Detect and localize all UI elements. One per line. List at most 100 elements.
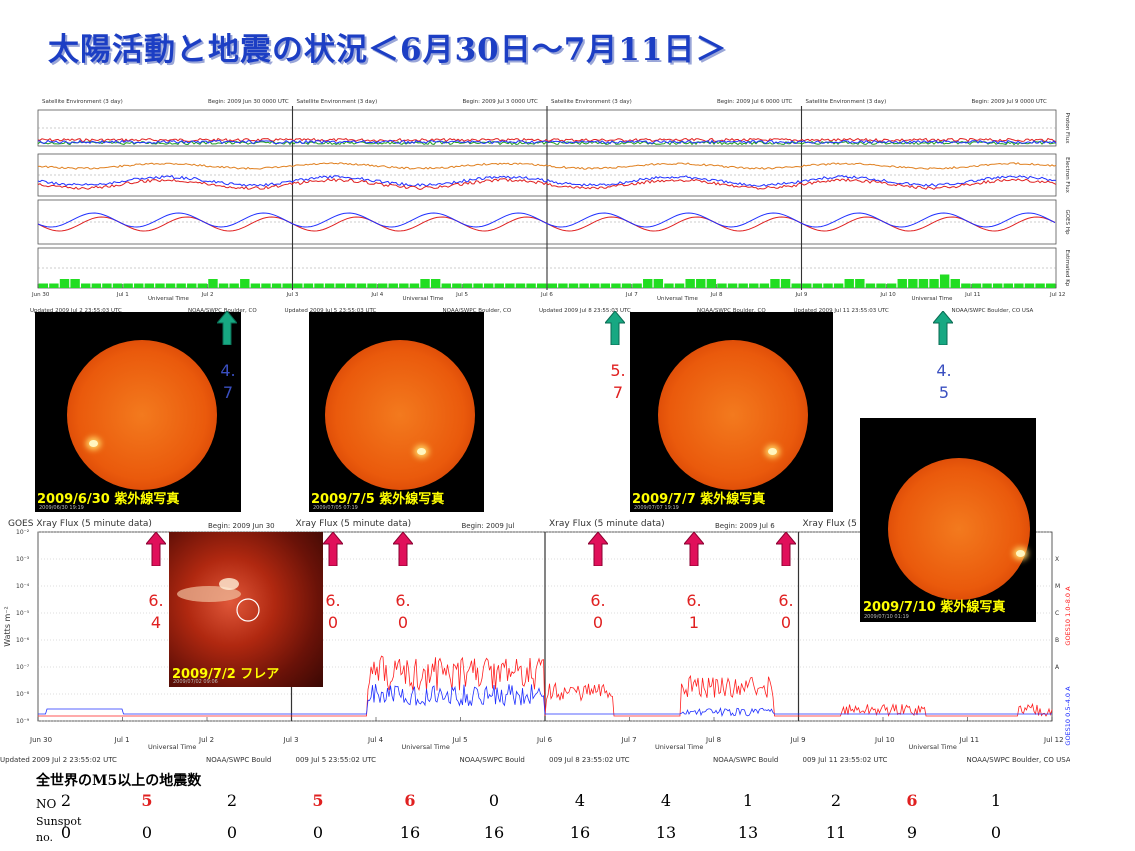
segment-updated: Updated 2009 Jul 8 23:55:03 UTC [539,308,631,314]
xray-segment-header: Xray Flux (5 minute data) [549,519,665,529]
page-title: 太陽活動と地震の状況＜6月30日～7月11日＞ [48,32,728,68]
sunspot-count-cell: 0 [990,823,1002,842]
quake-magnitude-dec: 7 [612,383,624,402]
quake-magnitude-dec: 0 [780,613,792,632]
quake-magnitude-dec: 7 [222,383,234,402]
kp-bar [271,283,282,288]
xray-x-tick-label: Jul 2 [198,736,214,744]
kp-bar [134,283,144,288]
kp-bar [112,283,123,288]
xray-x-tick-label: Jul 10 [874,736,895,744]
kp-bar [38,283,49,288]
x-tick-label: Jul 12 [1049,292,1065,298]
kp-bar [706,279,717,288]
kp-bar [388,283,398,288]
kp-bar [971,283,982,288]
kp-bar [229,283,239,288]
goes-hp-line [37,212,1056,228]
kp-bar [420,279,430,288]
xray-segment-header: Xray Flux (5 minute data) [296,519,412,529]
sun-image-0710: 2009/7/10 紫外線写真 2009/07/10 01:19 [860,418,1036,622]
xray-x-tick-label: Jul 7 [621,736,637,744]
kp-bar [749,283,759,288]
quake-magnitude-xray-0: 6. 4 [144,590,168,634]
kp-bar [568,283,579,288]
xray-segment-credit: NOAA/SWPC Bould [460,756,525,764]
segment-updated: Updated 2009 Jul 5 23:55:03 UTC [285,308,377,314]
kp-bar [335,283,345,288]
kp-bar [367,283,377,288]
kp-bar [611,283,621,288]
kp-bar [929,279,939,288]
kp-bar [558,283,568,288]
sun-stamp: 2009/06/30 19:19 [39,505,84,511]
xray-class-letter: X [1055,556,1059,563]
kp-bar [155,283,165,288]
kp-bar [600,283,611,288]
quake-magnitude-int: 6. [325,591,341,610]
kp-bar [812,283,823,288]
sunspot-count-cell: 0 [141,823,153,842]
quake-magnitude-top-1: 5. 7 [606,360,630,404]
xray-segment-header: GOES Xray Flux (5 minute data) [8,519,152,529]
segment-begin: Begin: 2009 Jun 30 0000 UTC [208,99,289,105]
kp-bar [261,283,271,288]
sunspot-count-cell: 0 [226,823,238,842]
earthquake-count-cell: 4 [660,791,672,810]
kp-bar [409,283,420,288]
sun-caption: 2009/7/10 紫外線写真 [863,600,1006,615]
quake-magnitude-int: 6. [148,591,164,610]
kp-bar [865,283,876,288]
sunspot-count-cell: 13 [737,823,759,842]
sun-disk [888,458,1030,600]
xray-segment-begin: Begin: 2009 Jun 30 [208,522,275,530]
electron-flux-line [37,177,1057,191]
kp-bar [240,279,250,288]
quake-magnitude-xray-2: 6. 0 [391,590,415,634]
kp-bar [324,283,335,288]
kp-bar [770,279,780,288]
kp-bar [897,279,907,288]
row-label-sunspot-no: no. [36,831,54,844]
kp-bar [452,283,462,288]
kp-bar [70,279,80,288]
xray-long-series [38,655,1053,717]
flare-stamp: 2009/07/02 09:06 [173,679,218,685]
kp-bar [579,283,589,288]
kp-bar [356,283,367,288]
x-tick-label: Jul 4 [370,292,383,298]
kp-bar [49,283,59,288]
sun-caption: 2009/6/30 紫外線写真 [37,492,180,507]
sunspot-count-cell: 0 [312,823,324,842]
kp-bar [696,279,706,288]
panel-label: Electron Flux [1064,157,1070,193]
pink-arrow-up-icon [776,532,796,566]
sunspot-count-cell: 16 [483,823,505,842]
xray-class-letter: M [1055,583,1060,590]
xray-x-tick-label: Jul 9 [790,736,806,744]
kp-bar [918,279,929,288]
kp-bar [1024,283,1035,288]
kp-bar [526,283,536,288]
kp-bar [844,279,854,288]
segment-begin: Begin: 2009 Jul 6 0000 UTC [717,99,792,105]
kp-bar [250,283,261,288]
xray-class-letter: A [1055,664,1060,671]
xray-class-letter: C [1055,610,1059,617]
kp-bar [685,279,695,288]
electron-flux-line [37,174,1057,188]
kp-bar [876,283,886,288]
quake-magnitude-int: 6. [686,591,702,610]
kp-bar [144,283,155,288]
quake-magnitude-xray-1: 6. 0 [321,590,345,634]
pink-arrow-up-icon [146,532,166,566]
kp-bar [992,283,1003,288]
x-tick-label: Jul 7 [625,292,638,298]
xray-segment-credit: NOAA/SWPC Boulder, CO USA [967,756,1071,764]
sunspot-count-cell: 0 [60,823,72,842]
xray-segment-credit: NOAA/SWPC Bould [206,756,271,764]
xray-y-tick-label: 10⁻⁵ [16,610,30,617]
quake-magnitude-int: 6. [590,591,606,610]
kp-bar [515,283,526,288]
x-tick-label: Jul 1 [116,292,129,298]
